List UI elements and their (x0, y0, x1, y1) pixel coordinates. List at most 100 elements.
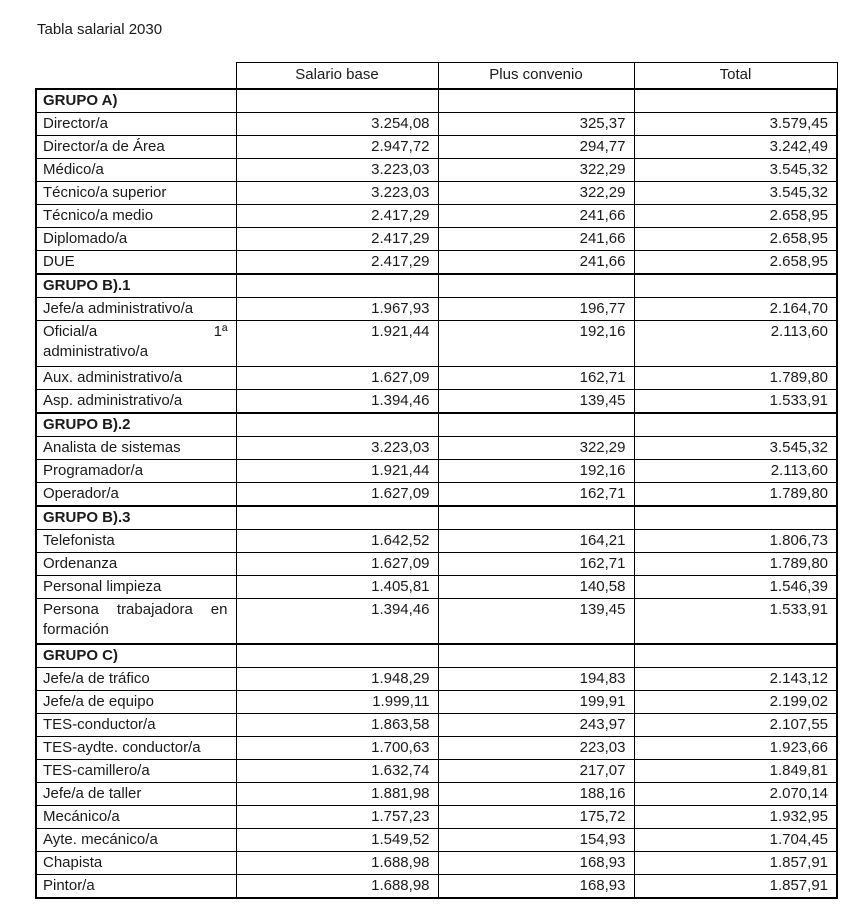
table-row-jefe-a-de-taller: Jefe/a de taller 1.881,98 188,16 2.070,14 (35, 782, 838, 806)
total-cell: 1.789,80 (633, 365, 838, 390)
header-corner-cell (36, 63, 236, 89)
salario-base-cell: 3.223,03 (235, 435, 439, 460)
total-cell: 3.579,45 (633, 111, 838, 136)
table-row-due: DUE 2.417,29 241,66 2.658,95 (35, 249, 838, 274)
table-row-tes-aydte-conductor-a: TES-aydte. conductor/a 1.700,63 223,03 1.92… (35, 736, 838, 760)
table-row-mecanico-a: Mecánico/a 1.757,23 175,72 1.932,95 (35, 805, 838, 829)
empty-cell (437, 411, 635, 437)
salario-base-cell: 1.627,09 (235, 551, 439, 576)
empty-cell (437, 643, 635, 668)
job-title-cell: Jefe/a administrativo/a (35, 296, 237, 321)
empty-cell (633, 272, 838, 298)
total-cell: 2.107,55 (633, 713, 838, 737)
job-title-cell: Chapista (35, 851, 237, 875)
salario-base-cell: 2.417,29 (235, 203, 439, 228)
salario-base-cell: 1.688,98 (235, 851, 439, 875)
job-title-cell: Oficial/a 1ª administrativo/a (35, 319, 237, 367)
salario-base-cell: 1.405,81 (235, 574, 439, 599)
plus-convenio-cell: 162,71 (437, 551, 635, 576)
table-header: Salario base Plus convenio Total (36, 62, 838, 89)
salario-base-cell: 1.757,23 (235, 805, 439, 829)
job-title-cell: Analista de sistemas (35, 435, 237, 460)
job-title-cell: Ordenanza (35, 551, 237, 576)
salario-base-cell: 1.948,29 (235, 667, 439, 691)
total-cell: 1.923,66 (633, 736, 838, 760)
empty-cell (437, 87, 635, 113)
total-cell: 2.199,02 (633, 690, 838, 714)
salario-base-cell: 1.688,98 (235, 874, 439, 899)
table-row-personal-limpieza: Personal limpieza 1.405,81 140,58 1.546,39 (35, 574, 838, 599)
table-row-ayte-mecanico-a: Ayte. mecánico/a 1.549,52 154,93 1.704,45 (35, 828, 838, 852)
total-cell: 2.113,60 (633, 458, 838, 483)
table-row-oficial-a-1-administrativo-a: Oficial/a 1ª administrativo/a 1.921,44 192,… (35, 319, 838, 367)
total-cell: 1.857,91 (633, 851, 838, 875)
job-title-cell: TES-camillero/a (35, 759, 237, 783)
salario-base-cell: 1.627,09 (235, 365, 439, 390)
column-header-total: Total (633, 62, 838, 89)
group-label: GRUPO A) (35, 87, 237, 113)
table-row-diplomado-a: Diplomado/a 2.417,29 241,66 2.658,95 (35, 226, 838, 251)
column-header-salario-base: Salario base (235, 62, 439, 89)
salario-base-cell: 2.947,72 (235, 134, 439, 159)
plus-convenio-cell: 243,97 (437, 713, 635, 737)
total-cell: 2.164,70 (633, 296, 838, 321)
job-title-cell: Técnico/a medio (35, 203, 237, 228)
total-cell: 1.849,81 (633, 759, 838, 783)
job-title-cell: Médico/a (35, 157, 237, 182)
job-title-cell: Persona trabajadora en formación (35, 597, 237, 645)
plus-convenio-cell: 325,37 (437, 111, 635, 136)
table-row-operador-a: Operador/a 1.627,09 162,71 1.789,80 (35, 481, 838, 506)
plus-convenio-cell: 175,72 (437, 805, 635, 829)
total-cell: 1.932,95 (633, 805, 838, 829)
empty-cell (235, 643, 439, 668)
total-cell: 1.806,73 (633, 528, 838, 553)
empty-cell (235, 504, 439, 530)
salario-base-cell: 1.921,44 (235, 319, 439, 367)
plus-convenio-cell: 322,29 (437, 157, 635, 182)
salario-base-cell: 2.417,29 (235, 226, 439, 251)
salario-base-cell: 1.967,93 (235, 296, 439, 321)
table-row-analista-de-sistemas: Analista de sistemas 3.223,03 322,29 3.545,… (35, 435, 838, 460)
table-row-tes-camillero-a: TES-camillero/a 1.632,74 217,07 1.849,81 (35, 759, 838, 783)
table-row-director-a: Director/a 3.254,08 325,37 3.579,45 (35, 111, 838, 136)
page-title: Tabla salarial 2030 (37, 21, 163, 38)
group-label: GRUPO B).3 (35, 504, 237, 530)
plus-convenio-cell: 223,03 (437, 736, 635, 760)
total-cell: 2.658,95 (633, 226, 838, 251)
table-row-tes-conductor-a: TES-conductor/a 1.863,58 243,97 2.107,55 (35, 713, 838, 737)
job-title-cell: Jefe/a de tráfico (35, 667, 237, 691)
salario-base-cell: 1.863,58 (235, 713, 439, 737)
plus-convenio-cell: 194,83 (437, 667, 635, 691)
table-row-ordenanza: Ordenanza 1.627,09 162,71 1.789,80 (35, 551, 838, 576)
salario-base-cell: 1.549,52 (235, 828, 439, 852)
total-cell: 1.704,45 (633, 828, 838, 852)
plus-convenio-cell: 168,93 (437, 851, 635, 875)
plus-convenio-cell: 188,16 (437, 782, 635, 806)
plus-convenio-cell: 168,93 (437, 874, 635, 899)
salario-base-cell: 1.394,46 (235, 597, 439, 645)
job-title-cell: Operador/a (35, 481, 237, 506)
job-title-cell: Jefe/a de equipo (35, 690, 237, 714)
header-row: Salario base Plus convenio Total (36, 62, 838, 89)
plus-convenio-cell: 322,29 (437, 435, 635, 460)
plus-convenio-cell: 162,71 (437, 365, 635, 390)
plus-convenio-cell: 196,77 (437, 296, 635, 321)
table-row-asp-administrativo-a: Asp. administrativo/a 1.394,46 139,45 1.533… (35, 388, 838, 413)
job-title-cell: Pintor/a (35, 874, 237, 899)
group-row-grupo-c: GRUPO C) (35, 643, 838, 668)
total-cell: 3.242,49 (633, 134, 838, 159)
group-label: GRUPO C) (35, 643, 237, 668)
group-label: GRUPO B).2 (35, 411, 237, 437)
plus-convenio-cell: 241,66 (437, 249, 635, 274)
empty-cell (235, 87, 439, 113)
plus-convenio-cell: 140,58 (437, 574, 635, 599)
total-cell: 2.143,12 (633, 667, 838, 691)
plus-convenio-cell: 139,45 (437, 597, 635, 645)
total-cell: 1.546,39 (633, 574, 838, 599)
salario-base-cell: 1.921,44 (235, 458, 439, 483)
table-row-jefe-a-de-equipo: Jefe/a de equipo 1.999,11 199,91 2.199,02 (35, 690, 838, 714)
total-cell: 2.658,95 (633, 249, 838, 274)
table-row-jefe-a-de-trafico: Jefe/a de tráfico 1.948,29 194,83 2.143,12 (35, 667, 838, 691)
column-header-plus-convenio: Plus convenio (437, 62, 635, 89)
table-row-director-a-de-area: Director/a de Área 2.947,72 294,77 3.242,49 (35, 134, 838, 159)
